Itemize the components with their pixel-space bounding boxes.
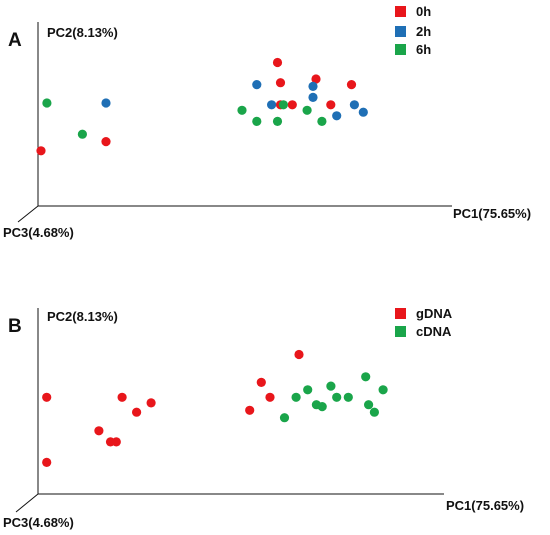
point-cdna-6 xyxy=(326,381,336,391)
point-6h-3 xyxy=(237,105,247,115)
panel-a-z-axis-label: PC3(4.68%) xyxy=(3,225,74,240)
panel-b-legend: gDNA cDNA xyxy=(395,306,453,339)
point-0h-8 xyxy=(36,146,46,156)
point-0h-6 xyxy=(326,100,336,110)
point-gdna-8 xyxy=(146,398,156,408)
legend-swatch-gdna xyxy=(395,308,406,319)
point-gdna-6 xyxy=(117,392,127,402)
point-cdna-12 xyxy=(378,385,388,395)
point-6h-5 xyxy=(272,116,283,126)
point-2h-7 xyxy=(332,111,342,121)
panel-a-z-axis xyxy=(17,205,39,223)
point-2h-8 xyxy=(101,98,111,108)
point-cdna-11 xyxy=(369,407,379,417)
point-cdna-1 xyxy=(279,413,290,423)
panel-a-label: A xyxy=(8,30,22,51)
point-2h-4 xyxy=(267,100,277,110)
legend-swatch-6h xyxy=(395,44,406,55)
legend-label-gdna: gDNA xyxy=(416,306,453,321)
point-0h-4 xyxy=(346,80,357,90)
point-6h-2 xyxy=(77,129,87,139)
legend-label-0h: 0h xyxy=(416,4,431,19)
panel-b-label: B xyxy=(8,316,22,337)
point-6h-8 xyxy=(317,116,327,126)
point-cdna-5 xyxy=(317,402,327,412)
point-cdna-2 xyxy=(291,392,301,402)
point-6h-1 xyxy=(42,98,52,108)
point-gdna-7 xyxy=(132,407,142,417)
point-gdna-12 xyxy=(294,349,304,360)
panel-b-y-axis-label: PC2(8.13%) xyxy=(47,309,118,324)
legend-swatch-2h xyxy=(395,26,406,37)
point-0h-5 xyxy=(287,100,297,110)
point-2h-3 xyxy=(308,92,318,102)
point-gdna-3 xyxy=(94,426,104,436)
point-0h-1 xyxy=(272,57,283,68)
panel-a-points xyxy=(36,57,368,156)
point-cdna-10 xyxy=(364,400,374,410)
point-0h-2 xyxy=(275,78,286,88)
panel-b-x-axis-label: PC1(75.65%) xyxy=(446,498,524,513)
point-0h-3 xyxy=(311,74,321,84)
point-gdna-1 xyxy=(42,392,52,402)
legend-swatch-0h xyxy=(395,6,406,17)
panel-a-y-axis-label: PC2(8.13%) xyxy=(47,25,118,40)
point-2h-5 xyxy=(349,100,359,110)
point-gdna-9 xyxy=(245,405,255,415)
panel-a-legend: 0h 2h 6h xyxy=(395,4,431,57)
point-cdna-8 xyxy=(343,392,353,402)
legend-label-2h: 2h xyxy=(416,24,431,39)
point-2h-6 xyxy=(358,107,368,117)
panel-a-x-axis-label: PC1(75.65%) xyxy=(453,206,531,221)
legend-label-6h: 6h xyxy=(416,42,431,57)
point-cdna-7 xyxy=(332,392,342,402)
panel-b-points xyxy=(42,349,388,467)
point-6h-4 xyxy=(252,116,262,126)
point-gdna-2 xyxy=(42,457,52,467)
legend-label-cdna: cDNA xyxy=(416,324,452,339)
point-2h-2 xyxy=(308,81,318,91)
panel-b-z-axis-label: PC3(4.68%) xyxy=(3,515,74,530)
point-6h-6 xyxy=(278,100,288,110)
point-2h-1 xyxy=(252,80,262,90)
panel-b-z-axis xyxy=(15,493,39,513)
point-gdna-10 xyxy=(256,377,266,387)
point-cdna-9 xyxy=(361,372,371,382)
point-0h-9 xyxy=(101,137,111,147)
panel-b: B PC2(8.13%) PC1(75.65%) PC3(4.68%) gDNA… xyxy=(3,306,524,530)
point-cdna-3 xyxy=(303,385,313,395)
point-gdna-11 xyxy=(265,392,275,402)
point-gdna-5 xyxy=(111,437,121,447)
legend-swatch-cdna xyxy=(395,326,406,337)
point-6h-7 xyxy=(302,105,312,115)
panel-a: A PC2(8.13%) PC1(75.65%) PC3(4.68%) 0h 2… xyxy=(3,4,531,240)
